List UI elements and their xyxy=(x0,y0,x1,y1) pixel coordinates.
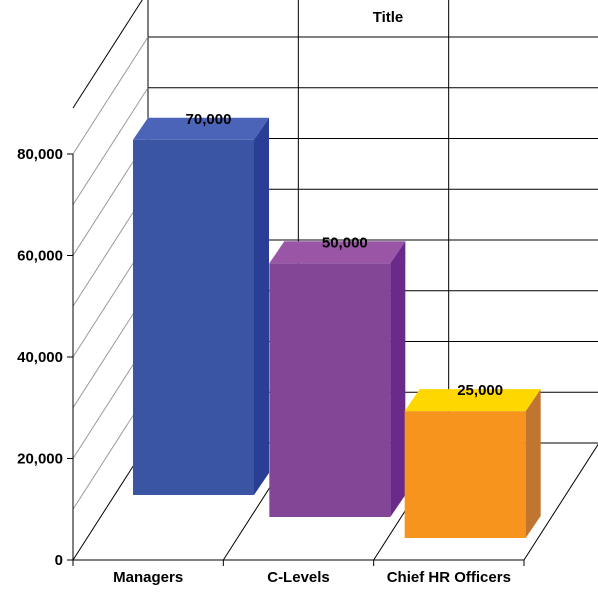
bar-chief-hr-officers xyxy=(404,389,541,538)
x-tick-label: Managers xyxy=(113,569,183,586)
y-tick-label: 80,000 xyxy=(17,146,63,163)
bar-c-levels xyxy=(269,241,406,517)
bar-top xyxy=(404,389,541,412)
y-tick-label: 0 xyxy=(55,552,63,569)
y-tick-label: 20,000 xyxy=(17,451,63,468)
bar-managers xyxy=(133,117,269,495)
bar-top xyxy=(269,241,406,264)
bars xyxy=(133,117,541,538)
gridline-left-wall xyxy=(72,36,149,155)
gridline-left-wall xyxy=(72,87,149,206)
left-wall-top-edge xyxy=(72,0,143,109)
y-tick-label: 60,000 xyxy=(17,248,63,265)
floor-right-edge xyxy=(523,443,598,561)
bar-side xyxy=(254,117,269,495)
axes: 0 20,000 40,000 60,000 80,000 Managers C-Level… xyxy=(17,146,525,586)
data-label: 50,000 xyxy=(322,234,368,251)
bar-front xyxy=(133,139,254,495)
bar-side xyxy=(525,389,541,538)
bar-front xyxy=(269,263,391,517)
bar-top xyxy=(133,117,269,140)
data-label: 25,000 xyxy=(457,382,503,399)
x-tick-label: Chief HR Officers xyxy=(387,569,511,586)
bar-front xyxy=(404,411,526,538)
data-labels: 70,000 50,000 25,000 xyxy=(186,111,504,399)
bar-side xyxy=(390,241,406,517)
y-tick-label: 40,000 xyxy=(17,349,63,366)
x-tick-label: C-Levels xyxy=(267,569,330,586)
chart-title: Title xyxy=(373,9,404,26)
data-label: 70,000 xyxy=(186,111,232,128)
